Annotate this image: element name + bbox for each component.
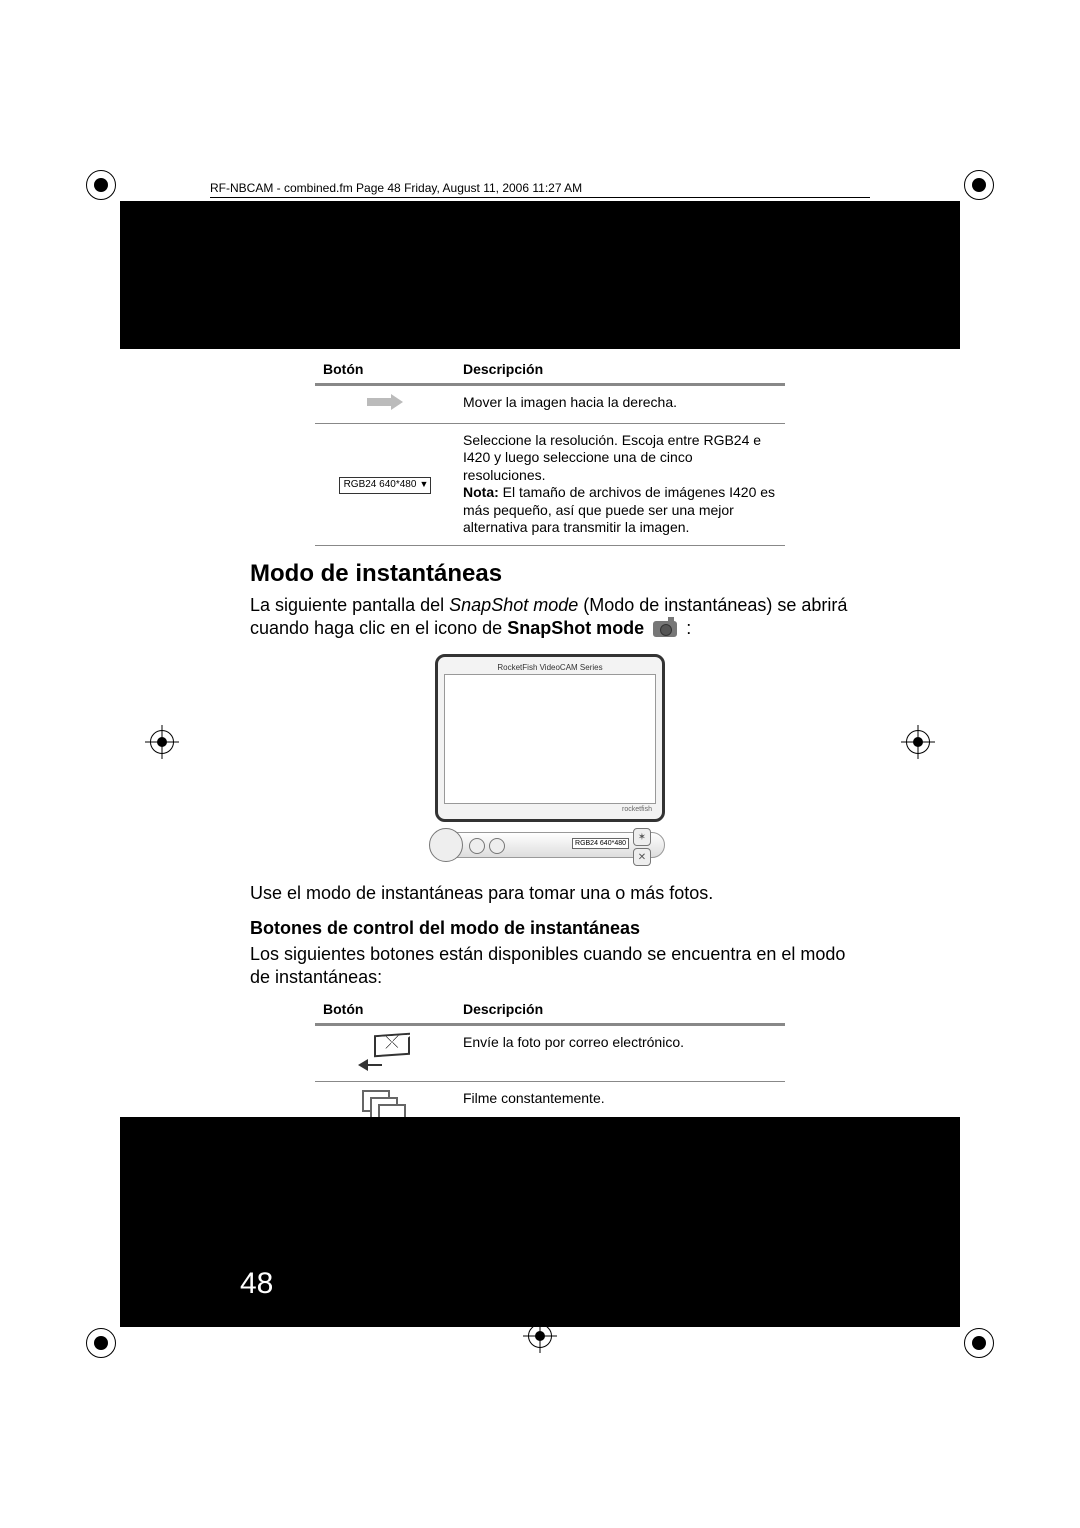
content-column: Botón Descripción Mover la imagen hacia … <box>250 355 850 1153</box>
snapshot-logo: rocketfish <box>444 804 656 813</box>
bold-text: SnapShot mode <box>507 618 644 638</box>
registration-mark <box>528 1324 552 1348</box>
table-header-button: Botón <box>315 355 455 385</box>
buttons-table-1: Botón Descripción Mover la imagen hacia … <box>315 355 785 546</box>
table-header-button: Botón <box>315 995 455 1025</box>
registration-mark <box>150 730 174 754</box>
table-cell-desc: Seleccione la resolución. Escoja entre R… <box>455 423 785 545</box>
desc-text: Seleccione la resolución. Escoja entre R… <box>463 432 761 483</box>
note-label: Nota: <box>463 484 499 500</box>
crop-mark-circle <box>964 1328 994 1358</box>
registration-mark <box>906 730 930 754</box>
body-paragraph: La siguiente pantalla del SnapShot mode … <box>250 594 850 641</box>
section-title: Modo de instantáneas <box>250 560 850 588</box>
camera-icon <box>653 621 677 637</box>
snapshot-window-graphic: RocketFish VideoCAM Series rocketfish RG… <box>435 654 665 864</box>
email-icon <box>315 1025 455 1082</box>
table-row: Envíe la foto por correo electrónico. <box>315 1025 785 1082</box>
snapshot-controls: RGB24 640*480 ✶ ✕ <box>435 826 665 864</box>
crop-mark-circle <box>86 1328 116 1358</box>
table-header-desc: Descripción <box>455 355 785 385</box>
page-frame: RF-NBCAM - combined.fm Page 48 Friday, A… <box>0 0 1080 1528</box>
page-number: 48 <box>240 1267 273 1301</box>
text: La siguiente pantalla del <box>250 595 449 615</box>
snapshot-side-button-icon: ✕ <box>633 848 651 866</box>
bottom-black-band: 48 <box>120 1117 960 1327</box>
italic-text: SnapShot mode <box>449 595 578 615</box>
snapshot-title: RocketFish VideoCAM Series <box>444 663 656 672</box>
top-black-band <box>120 201 960 349</box>
text: : <box>681 618 691 638</box>
resolution-dropdown-icon: RGB24 640*480 <box>315 423 455 545</box>
snapshot-screen <box>444 674 656 804</box>
header-file-line: RF-NBCAM - combined.fm Page 48 Friday, A… <box>210 181 870 198</box>
snapshot-frame: RocketFish VideoCAM Series rocketfish <box>435 654 665 822</box>
crop-mark-circle <box>964 170 994 200</box>
table-row: RGB24 640*480 Seleccione la resolución. … <box>315 423 785 545</box>
table-row: Mover la imagen hacia la derecha. <box>315 385 785 424</box>
table-cell-desc: Mover la imagen hacia la derecha. <box>455 385 785 424</box>
snapshot-resolution-label: RGB24 640*480 <box>572 838 629 849</box>
crop-mark-circle <box>86 170 116 200</box>
snapshot-side-button-icon: ✶ <box>633 828 651 846</box>
table-header-desc: Descripción <box>455 995 785 1025</box>
arrow-right-icon <box>315 385 455 424</box>
body-paragraph: Use el modo de instantáneas para tomar u… <box>250 882 850 905</box>
body-paragraph: Los siguientes botones están disponibles… <box>250 943 850 990</box>
subsection-title: Botones de control del modo de instantán… <box>250 918 850 939</box>
table-cell-desc: Envíe la foto por correo electrónico. <box>455 1025 785 1082</box>
note-text: El tamaño de archivos de imágenes I420 e… <box>463 484 775 535</box>
